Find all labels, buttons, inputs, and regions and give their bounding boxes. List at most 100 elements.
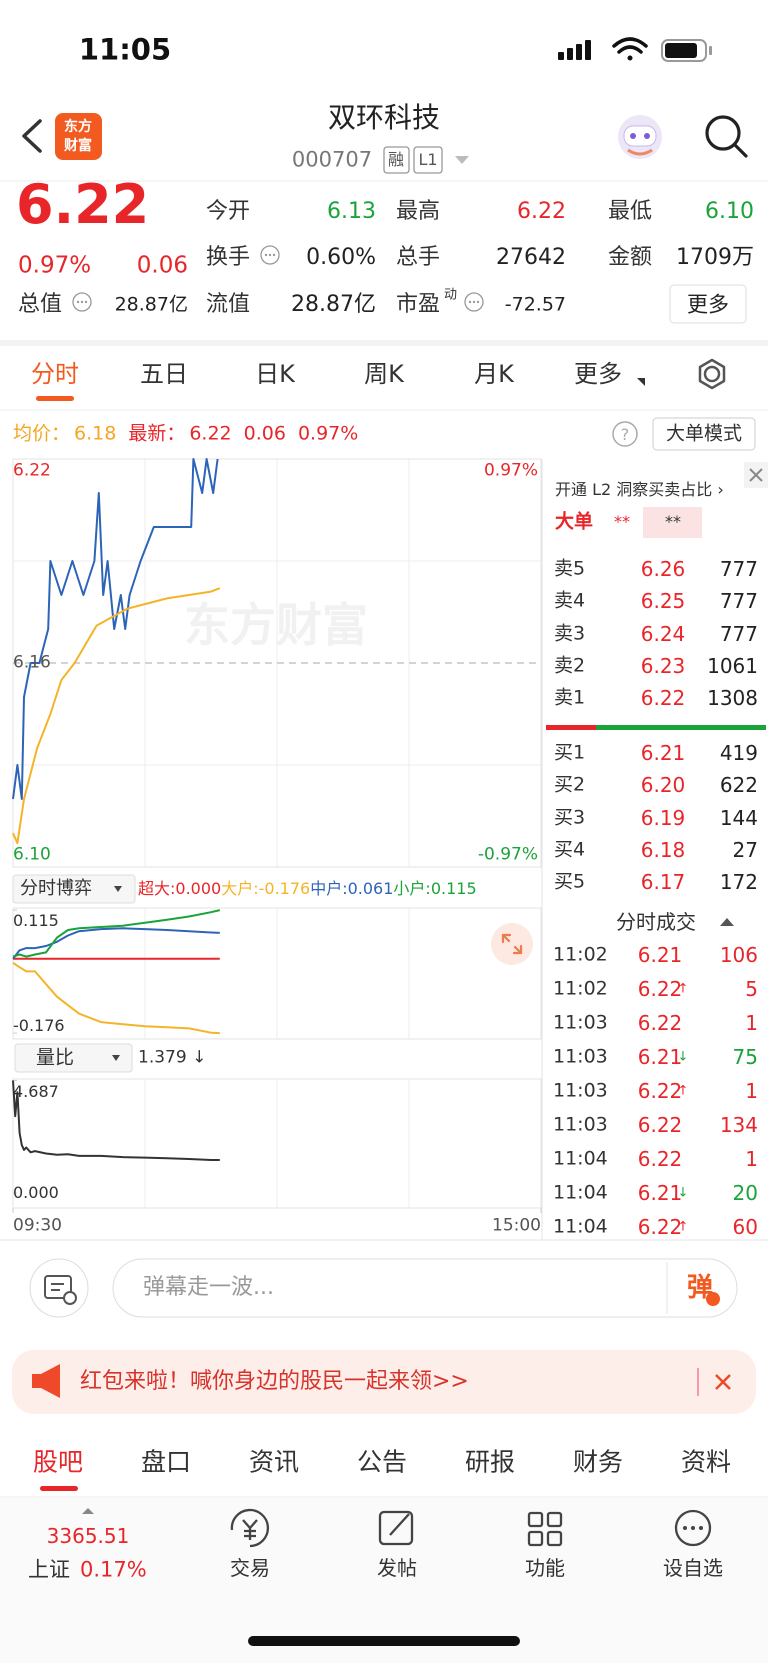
- ask-level: 卖5: [554, 557, 586, 580]
- bid-volume: 172: [719, 870, 758, 895]
- danmaku-input[interactable]: 弹幕走一波...: [143, 1275, 274, 1300]
- bid-price: 6.18: [640, 837, 686, 862]
- indicator-value: 0.115: [430, 879, 477, 898]
- chart-tab[interactable]: 五日: [140, 360, 188, 388]
- info-avg: 6.18: [74, 422, 117, 445]
- trade-icon[interactable]: [230, 1508, 270, 1548]
- section-tab[interactable]: 研报: [464, 1447, 516, 1477]
- bid-price: 6.19: [640, 805, 686, 830]
- clock: 11:05: [78, 32, 172, 67]
- speaker-icon: [32, 1364, 60, 1398]
- logo-text: 财富: [64, 138, 92, 154]
- indicator-selector[interactable]: 量比: [36, 1046, 75, 1069]
- y-tick-label: 0.000: [13, 1183, 59, 1203]
- ratio-bar-ask: [546, 725, 596, 730]
- chart-tab[interactable]: 月K: [474, 360, 514, 388]
- nav-item[interactable]: 设自选: [663, 1556, 723, 1580]
- banner-text[interactable]: 红包来啦！喊你身边的股民一起来领>>: [80, 1369, 469, 1394]
- indicator-selector[interactable]: 分时博弈: [20, 878, 92, 899]
- indicator-line: [12, 962, 220, 1035]
- watchlist-icon[interactable]: [674, 1509, 712, 1547]
- section-tab[interactable]: 财务: [572, 1447, 624, 1477]
- ask-price: 6.26: [640, 557, 686, 581]
- indicator-selector-box[interactable]: [14, 1043, 133, 1073]
- nav-item[interactable]: 功能: [525, 1556, 565, 1580]
- close-promo-button[interactable]: [744, 462, 768, 488]
- trade-volume: 60: [732, 1215, 758, 1239]
- section-tab[interactable]: 盘口: [140, 1447, 192, 1477]
- ask-volume: 777: [719, 621, 758, 646]
- ask-price: 6.25: [640, 589, 686, 614]
- settings-button[interactable]: [698, 358, 726, 390]
- y-tick-label: 6.10: [13, 844, 51, 865]
- chart-tab[interactable]: 更多: [574, 360, 622, 388]
- nav-item[interactable]: 发帖: [377, 1556, 417, 1580]
- more-button-box[interactable]: [669, 284, 747, 324]
- bid-volume: 622: [719, 773, 758, 798]
- trade-direction: ↑: [677, 981, 689, 997]
- info-bar: 均价： 6.18 最新： 6.22 0.06 0.97%: [13, 422, 358, 445]
- section-tab[interactable]: 公告: [356, 1447, 408, 1477]
- ask-level: 卖3: [554, 622, 586, 645]
- info-icon-dot: [84, 300, 88, 304]
- collapse-arrow[interactable]: [720, 918, 734, 926]
- post-icon[interactable]: [378, 1510, 414, 1546]
- trade-time: 11:03: [553, 1079, 608, 1102]
- ratio-bar-bid: [596, 725, 766, 730]
- dropdown-arrow: [114, 886, 122, 892]
- field-value: 6.13: [327, 199, 376, 224]
- bid-level: 买4: [554, 838, 586, 861]
- trade-direction: ↑: [677, 1083, 689, 1099]
- price-line: [12, 458, 219, 800]
- function-icon[interactable]: [527, 1511, 563, 1547]
- nav-item[interactable]: 交易: [230, 1556, 270, 1580]
- section-tab[interactable]: 资料: [680, 1447, 732, 1477]
- danmaku-settings-button[interactable]: [29, 1258, 89, 1318]
- assistant-avatar[interactable]: [618, 115, 662, 159]
- back-button[interactable]: [22, 119, 42, 153]
- trade-time: 11:04: [553, 1215, 608, 1238]
- help-button[interactable]: ?: [612, 421, 638, 447]
- volume-ratio-line: [12, 1080, 220, 1161]
- field-label: 市盈: [396, 292, 441, 317]
- ask-level: 卖2: [554, 654, 586, 677]
- more-button[interactable]: 更多: [687, 292, 729, 317]
- info-icon-dot: [476, 300, 480, 304]
- x-tick-label: 09:30: [13, 1215, 62, 1236]
- big-order-mode-box[interactable]: [652, 417, 756, 451]
- y2-tick-label: -0.97%: [477, 844, 538, 865]
- section-tab[interactable]: 股吧: [32, 1447, 84, 1477]
- tab-underline: [36, 396, 74, 401]
- expand-button[interactable]: [491, 923, 533, 965]
- big-order-value: **: [614, 512, 630, 531]
- index-summary: 上证 0.17%: [28, 1557, 147, 1582]
- chart-tab[interactable]: 分时: [31, 360, 79, 388]
- price: 6.22: [16, 173, 150, 236]
- dropdown-arrow[interactable]: [455, 156, 469, 164]
- ask-price: 6.22: [640, 686, 686, 711]
- field-label: 换手: [206, 245, 251, 270]
- index-value[interactable]: 3365.51: [46, 1524, 130, 1548]
- info-icon: [464, 292, 484, 312]
- banner-box[interactable]: [12, 1350, 756, 1414]
- danmaku-send[interactable]: 弹: [686, 1273, 714, 1303]
- chart-tab[interactable]: 日K: [255, 360, 295, 388]
- info-latest-label: 最新：: [128, 422, 186, 445]
- danmaku-input-box[interactable]: [112, 1258, 738, 1318]
- index-change: 0.17%: [80, 1557, 147, 1582]
- l2-promo[interactable]: 开通 L2 洞察买卖占比 ›: [555, 480, 724, 499]
- trade-volume: 20: [732, 1181, 758, 1205]
- index-arrow: [82, 1508, 94, 1514]
- section-tab[interactable]: 资讯: [248, 1447, 300, 1477]
- index-name: 上证: [28, 1557, 70, 1582]
- chart-tab[interactable]: 周K: [364, 360, 404, 388]
- trade-direction: ↑: [677, 1219, 689, 1235]
- info-icon-dot: [272, 253, 276, 257]
- close-banner-button[interactable]: [715, 1374, 731, 1390]
- big-order-mode-button[interactable]: 大单模式: [665, 422, 743, 445]
- field-value: 27642: [496, 245, 566, 270]
- search-button[interactable]: [705, 115, 748, 158]
- indicator-selector-box[interactable]: [12, 874, 136, 904]
